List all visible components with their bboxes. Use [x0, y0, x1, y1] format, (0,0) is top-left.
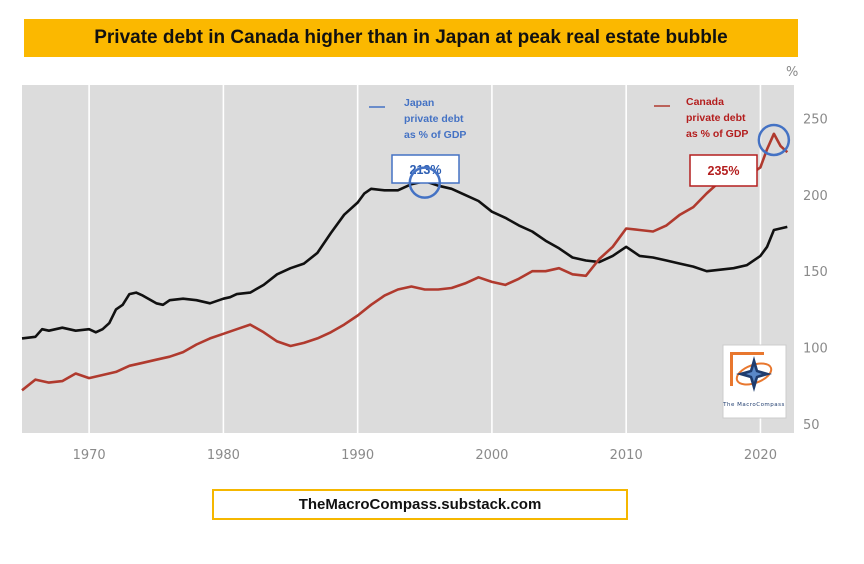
y-tick-label-250: 250: [803, 113, 828, 128]
series-line-japan: [21, 179, 788, 340]
chart-title: Private debt in Canada higher than in Ja…: [24, 19, 798, 57]
y-axis-ticks: 50 100 150 200 250: [803, 113, 828, 433]
callout-box-canada: [689, 154, 758, 187]
highlight-circle-japan: [408, 166, 442, 199]
highlight-circle-canada: [757, 123, 791, 157]
x-tick-label-2020: 2020: [744, 448, 777, 463]
legend-japan-line-1: Japan: [404, 97, 434, 109]
macrocompass-logo: The MacroCompass: [722, 344, 787, 419]
series-line-canada: [21, 132, 789, 392]
x-tick-label-1970: 1970: [73, 448, 106, 463]
x-tick-label-2010: 2010: [610, 448, 643, 463]
y-tick-label-100: 100: [803, 342, 828, 357]
svg-text:The MacroCompass: The MacroCompass: [722, 402, 785, 408]
legend-canada-line-1: Canada: [686, 96, 724, 108]
callout-value-canada: 235%: [708, 164, 740, 178]
y-unit-label: %: [786, 65, 798, 80]
y-tick-label-150: 150: [803, 265, 828, 280]
legend-canada-line-3: as % of GDP: [686, 128, 748, 140]
x-tick-label-1990: 1990: [341, 448, 374, 463]
x-axis-ticks: 1970 1980 1990 2000 2010 2020: [73, 448, 777, 463]
footer-link: TheMacroCompass.substack.com: [212, 489, 628, 520]
chart: 1970 1980 1990 2000 2010 2020 50100150200250 …: [21, 65, 828, 463]
legend-japan-line-3: as % of GDP: [404, 129, 466, 141]
callout-value-japan: 213%: [410, 163, 442, 177]
legend-canada-line-2: private debt: [686, 112, 746, 124]
callout-box-japan: [391, 154, 460, 184]
y-tick-label-50: 50: [803, 418, 820, 433]
legend-japan-line-2: private debt: [404, 113, 464, 125]
y-tick-label-200: 200: [803, 189, 828, 204]
x-tick-label-2000: 2000: [475, 448, 508, 463]
x-tick-label-1980: 1980: [207, 448, 240, 463]
